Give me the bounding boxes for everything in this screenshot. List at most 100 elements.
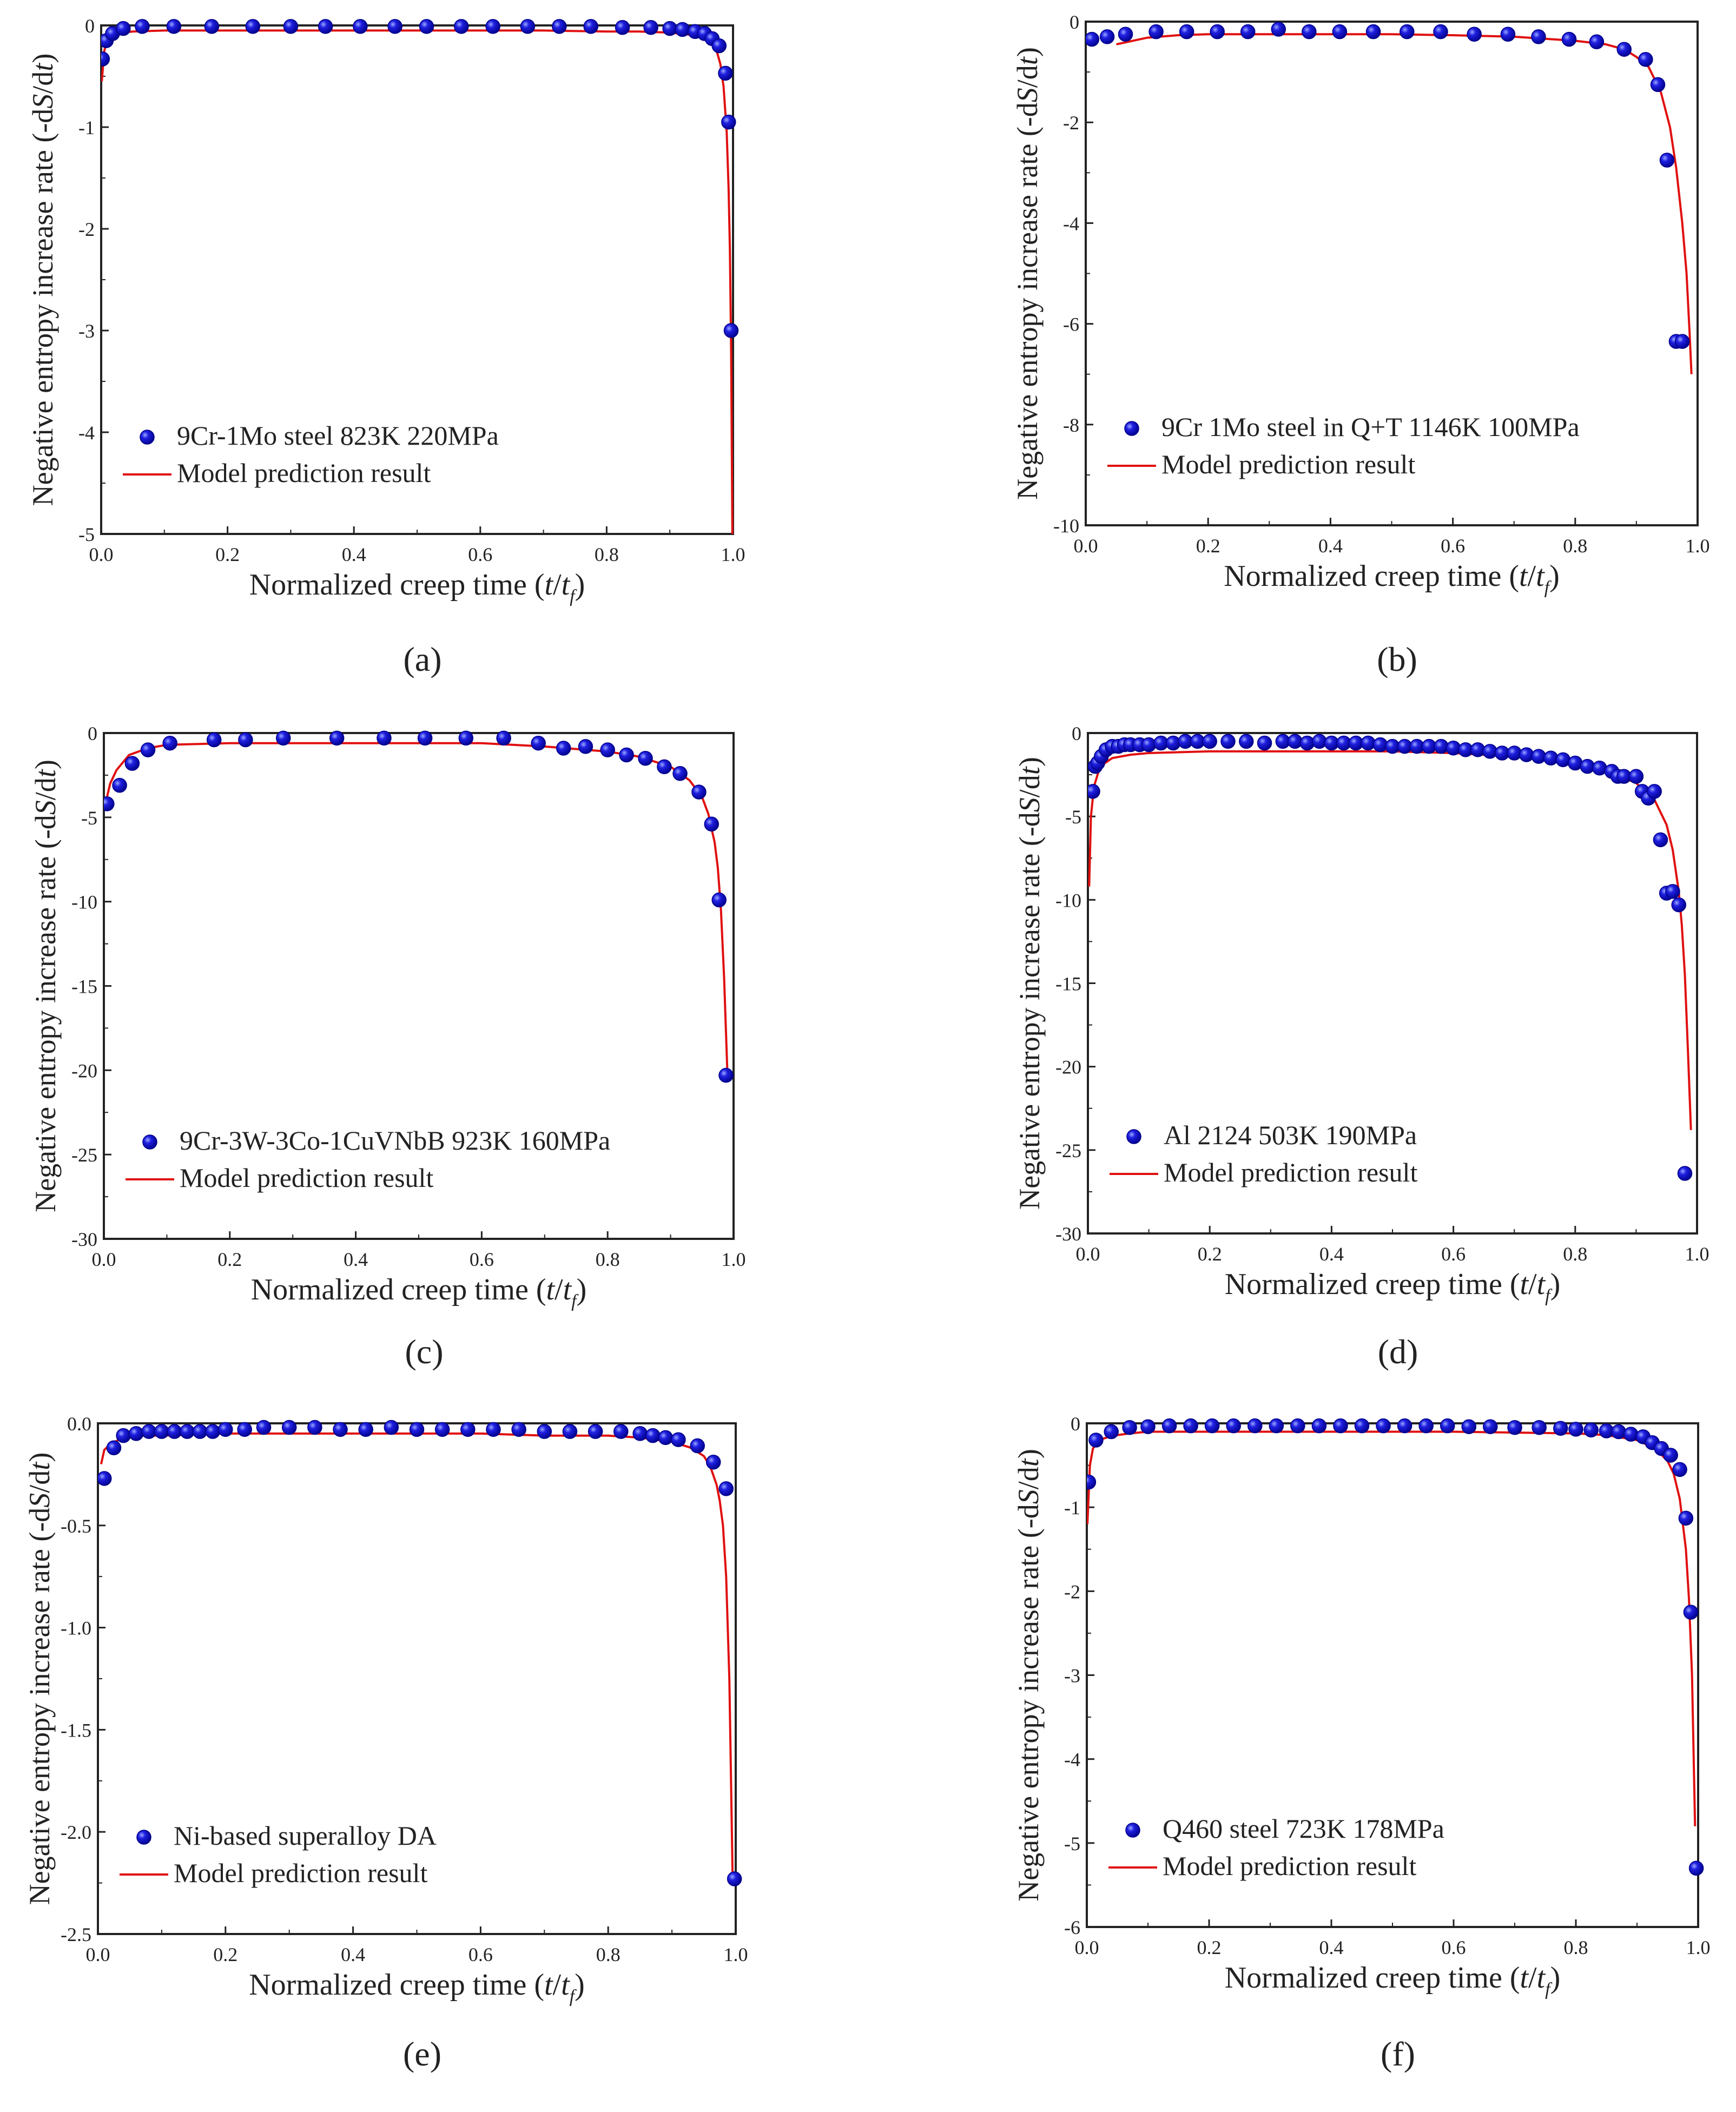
x-tick-label: 1.0: [722, 1249, 746, 1270]
data-point: [128, 1426, 144, 1441]
data-point: [1659, 153, 1675, 168]
data-point: [204, 19, 220, 34]
chart-panel-b: 0.0 0.2 0.4 0.6 0.8 1.0 0 -2 -4 -6 -8 -10 Normalized…: [1011, 11, 1710, 678]
data-point: [1220, 734, 1236, 749]
data-point: [104, 796, 115, 811]
data-point: [1226, 1418, 1241, 1434]
panel-label: (d): [1378, 1332, 1418, 1371]
data-point: [723, 323, 739, 338]
x-tick-label: 0.6: [468, 544, 492, 565]
data-point: [662, 21, 677, 36]
x-axis-label: Normalized creep time (t/tf): [249, 568, 585, 606]
data-point: [1086, 31, 1100, 47]
y-axis-label: Negative entropy increase rate (-dS/dt): [1013, 757, 1046, 1210]
data-point: [1257, 735, 1272, 751]
data-point: [353, 19, 368, 34]
data-point: [645, 1428, 661, 1443]
data-point: [711, 38, 727, 54]
y-tick-label: -20: [71, 1060, 97, 1081]
legend-marker-points: [136, 1830, 151, 1845]
legend-label-model: Model prediction result: [174, 1858, 427, 1888]
x-tick-label: 0.2: [1196, 535, 1220, 557]
y-tick-label: -10: [1055, 889, 1081, 911]
x-tick-label: 0.6: [1442, 1937, 1466, 1958]
y-tick-label: 0: [1070, 11, 1079, 33]
data-point: [1611, 1424, 1626, 1440]
data-point: [1333, 1418, 1348, 1434]
x-tick-label: 0.0: [92, 1249, 116, 1270]
data-point: [600, 742, 615, 757]
data-point: [691, 784, 707, 800]
data-point: [1580, 758, 1595, 774]
panel-label: (b): [1377, 640, 1417, 678]
legend-label-model: Model prediction result: [180, 1163, 433, 1193]
data-point: [1440, 1418, 1455, 1434]
data-point: [1507, 1420, 1522, 1435]
legend-label-points: Ni-based superalloy DA: [174, 1820, 437, 1851]
y-tick-label: -1: [78, 117, 95, 138]
data-point: [583, 19, 598, 34]
data-point: [1553, 1421, 1568, 1436]
panel-label: (a): [403, 640, 441, 678]
data-point: [531, 735, 546, 751]
legend-label-points: 9Cr-3W-3Co-1CuVNbB 923K 160MPa: [180, 1125, 610, 1156]
data-point: [486, 1422, 501, 1437]
chart-panel-d: 0.0 0.2 0.4 0.6 0.8 1.0 0 -5 -10 -15 -20 -25 -30 Norm…: [1013, 723, 1709, 1371]
data-point: [1165, 735, 1181, 751]
data-point: [718, 1067, 734, 1083]
x-tick-label: 0.4: [1319, 1937, 1344, 1958]
x-tick-label: 0.2: [215, 544, 240, 565]
data-point: [275, 730, 291, 746]
data-point: [520, 19, 536, 34]
data-point: [1445, 741, 1461, 756]
data-point: [657, 759, 672, 775]
data-point: [140, 742, 156, 757]
plot-area: [1088, 734, 1693, 1181]
data-point: [1531, 29, 1546, 44]
data-point: [1311, 1418, 1327, 1434]
data-point: [1647, 784, 1662, 799]
x-tick-label: 0.4: [1318, 535, 1343, 557]
x-tick-label: 0.0: [1076, 1243, 1100, 1265]
y-tick-label: -10: [71, 892, 97, 913]
y-tick-label: -5: [1065, 806, 1081, 828]
data-point: [1507, 745, 1522, 761]
data-point: [101, 51, 110, 67]
data-point: [1247, 1418, 1263, 1434]
data-point: [167, 1424, 182, 1439]
data-point: [1140, 1419, 1156, 1434]
data-point: [1519, 747, 1534, 762]
data-point: [180, 1424, 195, 1439]
data-point: [1099, 29, 1115, 44]
x-tick-label: 0.0: [1074, 535, 1098, 557]
x-tick-label: 0.8: [596, 1944, 621, 1965]
y-tick-label: -6: [1064, 1917, 1080, 1938]
y-tick-label: 0: [1071, 1413, 1080, 1435]
data-point: [281, 1420, 297, 1435]
data-point: [1663, 1448, 1678, 1463]
legend-label-model: Model prediction result: [1164, 1157, 1417, 1187]
data-point: [1531, 749, 1546, 764]
data-point: [1179, 24, 1194, 39]
data-point: [1672, 1462, 1687, 1477]
data-point: [588, 1424, 603, 1439]
data-point: [718, 65, 733, 81]
y-tick-label: -20: [1055, 1057, 1081, 1078]
data-point: [1332, 24, 1348, 39]
data-point: [318, 19, 333, 34]
data-point: [632, 1426, 648, 1441]
data-point: [1638, 52, 1653, 67]
y-tick-label: -2: [78, 219, 95, 240]
x-axis-label: Normalized creep time (t/tf): [251, 1273, 587, 1311]
legend-marker-points: [1124, 421, 1139, 436]
data-point: [1532, 1420, 1547, 1435]
data-point: [1372, 737, 1388, 753]
data-point: [1088, 784, 1100, 799]
y-axis-label: Negative entropy increase rate (-dS/dt): [23, 1453, 56, 1905]
plot-area: [1086, 22, 1693, 374]
data-point: [1183, 1418, 1198, 1434]
panel-label: (f): [1381, 2035, 1415, 2073]
data-point: [1361, 735, 1376, 751]
x-tick-label: 0.6: [468, 1944, 493, 1965]
